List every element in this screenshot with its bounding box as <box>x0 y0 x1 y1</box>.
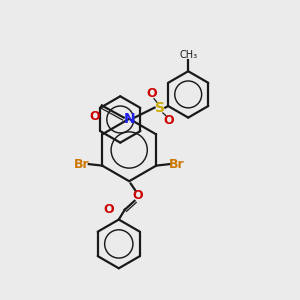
Text: Br: Br <box>74 158 89 171</box>
Text: O: O <box>133 189 143 202</box>
Text: CH₃: CH₃ <box>179 50 197 60</box>
Text: O: O <box>146 87 157 100</box>
Text: Br: Br <box>169 158 185 171</box>
Text: O: O <box>103 203 114 216</box>
Text: S: S <box>155 100 165 115</box>
Text: O: O <box>89 110 100 123</box>
Text: N: N <box>123 112 135 126</box>
Text: O: O <box>163 115 174 128</box>
